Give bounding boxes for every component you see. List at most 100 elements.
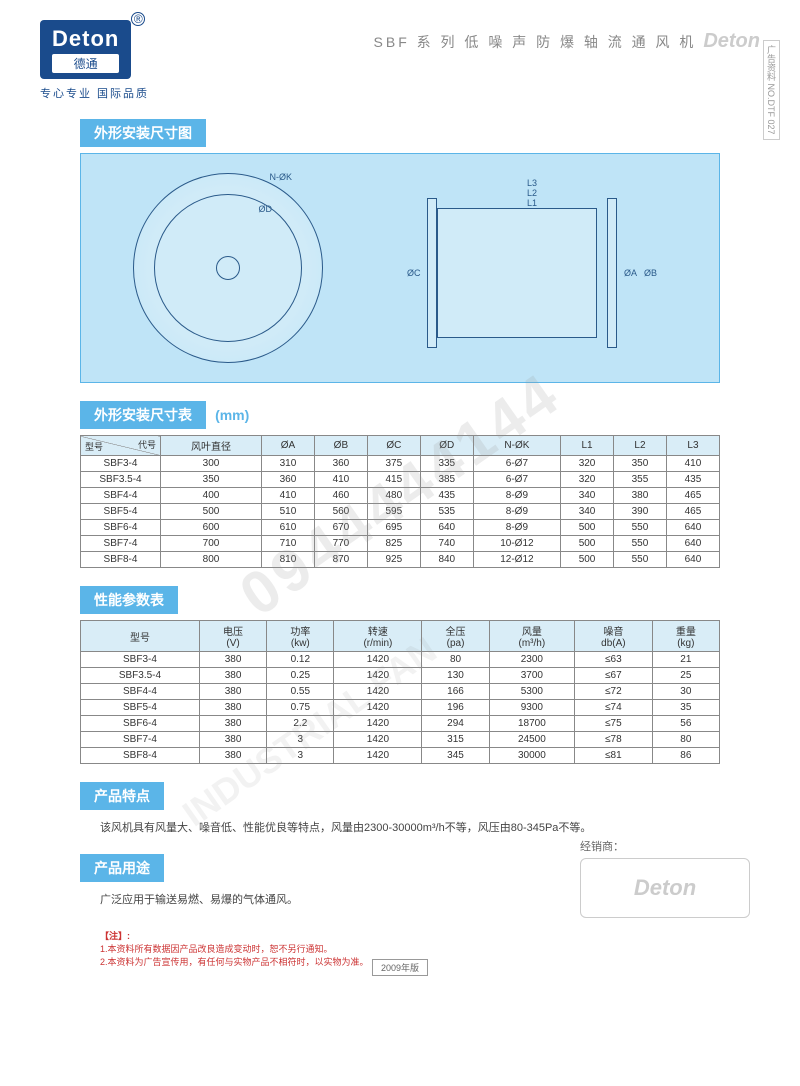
dim-cell: 335	[420, 456, 473, 472]
perf-col-header: 重量(kg)	[652, 621, 719, 652]
perf-cell: 1420	[334, 716, 422, 732]
dim-cell: 360	[262, 472, 315, 488]
dim-cell: 640	[420, 520, 473, 536]
features-title: 产品特点	[80, 782, 164, 810]
logo-sub-text: 德通	[52, 54, 119, 73]
model-cell: SBF6-4	[81, 520, 161, 536]
table-row: SBF3-43003103603753356-Ø7320350410	[81, 456, 720, 472]
dim-cell: 380	[614, 488, 667, 504]
dim-d: ØD	[259, 204, 273, 214]
perf-cell: SBF3.5-4	[81, 668, 200, 684]
dim-cell: 410	[314, 472, 367, 488]
table-row: SBF3-43800.121420802300≤6321	[81, 652, 720, 668]
perf-cell: SBF3-4	[81, 652, 200, 668]
dim-cell: 435	[420, 488, 473, 504]
dim-cell: 360	[314, 456, 367, 472]
perf-col-header: 噪音db(A)	[575, 621, 653, 652]
perf-cell: 1420	[334, 684, 422, 700]
dim-cell: 840	[420, 552, 473, 568]
perf-cell: 0.75	[267, 700, 334, 716]
perf-cell: 35	[652, 700, 719, 716]
dim-b: ØB	[644, 268, 657, 278]
dim-cell: 925	[367, 552, 420, 568]
perf-cell: ≤72	[575, 684, 653, 700]
perf-cell: SBF6-4	[81, 716, 200, 732]
dim-cell: 310	[262, 456, 315, 472]
header-watermark-logo: Deton	[703, 30, 760, 52]
dim-table-title: 外形安装尺寸表	[80, 401, 206, 429]
perf-cell: 130	[422, 668, 489, 684]
dim-cell: 640	[666, 520, 719, 536]
perf-cell: 380	[199, 652, 266, 668]
perf-cell: 1420	[334, 668, 422, 684]
table-row: SBF4-43800.5514201665300≤7230	[81, 684, 720, 700]
dim-cell: 355	[614, 472, 667, 488]
perf-cell: 380	[199, 684, 266, 700]
dim-cell: 550	[614, 536, 667, 552]
dealer-stamp: Deton	[580, 858, 750, 918]
dim-cell: 465	[666, 504, 719, 520]
perf-cell: 21	[652, 652, 719, 668]
dim-c: ØC	[407, 268, 421, 278]
dim-cell: 400	[161, 488, 262, 504]
perf-cell: 18700	[489, 716, 574, 732]
table-row: SBF7-43803142031524500≤7880	[81, 732, 720, 748]
dim-cell: 480	[367, 488, 420, 504]
dimension-table: 代号型号风叶直径ØAØBØCØDN-ØKL1L2L3SBF3-430031036…	[80, 435, 720, 568]
perf-cell: ≤75	[575, 716, 653, 732]
table-row: SBF5-43800.7514201969300≤7435	[81, 700, 720, 716]
dim-cell: 510	[262, 504, 315, 520]
dim-col-header: ØD	[420, 436, 473, 456]
flange-left	[427, 198, 437, 348]
dim-cell: 350	[161, 472, 262, 488]
table-row: SBF6-46006106706956408-Ø9500550640	[81, 520, 720, 536]
footer-year: 2009年版	[372, 959, 428, 976]
model-cell: SBF7-4	[81, 536, 161, 552]
perf-cell: 0.25	[267, 668, 334, 684]
perf-cell: ≤67	[575, 668, 653, 684]
dim-cell: 770	[314, 536, 367, 552]
dim-cell: 8-Ø9	[473, 488, 560, 504]
perf-cell: 56	[652, 716, 719, 732]
table-row: SBF4-44004104604804358-Ø9340380465	[81, 488, 720, 504]
dim-cell: 550	[614, 552, 667, 568]
perf-cell: 196	[422, 700, 489, 716]
dealer-label: 经销商：	[580, 838, 750, 854]
perf-cell: SBF5-4	[81, 700, 200, 716]
dim-cell: 320	[561, 456, 614, 472]
table-row: SBF8-43803142034530000≤8186	[81, 748, 720, 764]
note-line-2: 2.本资料为广告宣传用，有任何与实物产品不相符时，以实物为准。	[100, 957, 369, 967]
dim-cell: 870	[314, 552, 367, 568]
dim-cell: 410	[262, 488, 315, 504]
dim-cell: 500	[561, 552, 614, 568]
perf-col-header: 全压(pa)	[422, 621, 489, 652]
dim-col-header: N-ØK	[473, 436, 560, 456]
dim-cell: 415	[367, 472, 420, 488]
dim-cell: 670	[314, 520, 367, 536]
perf-cell: 30000	[489, 748, 574, 764]
table-row: SBF5-45005105605955358-Ø9340390465	[81, 504, 720, 520]
dim-col-header: L1	[561, 436, 614, 456]
dim-cell: 465	[666, 488, 719, 504]
performance-table: 型号电压(V)功率(kw)转速(r/min)全压(pa)风量(m³/h)噪音db…	[80, 620, 720, 764]
dim-cell: 340	[561, 488, 614, 504]
features-text: 该风机具有风量大、噪音低、性能优良等特点，风量由2300-30000m³/h不等…	[100, 820, 720, 838]
table-row: SBF6-43802.2142029418700≤7556	[81, 716, 720, 732]
dim-unit: (mm)	[215, 407, 249, 423]
dim-cell: 10-Ø12	[473, 536, 560, 552]
dim-col-header: L2	[614, 436, 667, 456]
dim-cell: 825	[367, 536, 420, 552]
dim-cell: 595	[367, 504, 420, 520]
page-header: ® Deton 德通 专心专业 国际品质 SBF 系 列 低 噪 声 防 爆 轴…	[40, 20, 760, 101]
perf-cell: 24500	[489, 732, 574, 748]
dim-cell: 435	[666, 472, 719, 488]
dim-cell: 810	[262, 552, 315, 568]
perf-cell: 166	[422, 684, 489, 700]
perf-cell: 9300	[489, 700, 574, 716]
dim-l3: L3	[527, 178, 537, 188]
perf-cell: 0.12	[267, 652, 334, 668]
dim-cell: 300	[161, 456, 262, 472]
dim-cell: 385	[420, 472, 473, 488]
table-row: SBF7-470071077082574010-Ø12500550640	[81, 536, 720, 552]
perf-col-header: 功率(kw)	[267, 621, 334, 652]
